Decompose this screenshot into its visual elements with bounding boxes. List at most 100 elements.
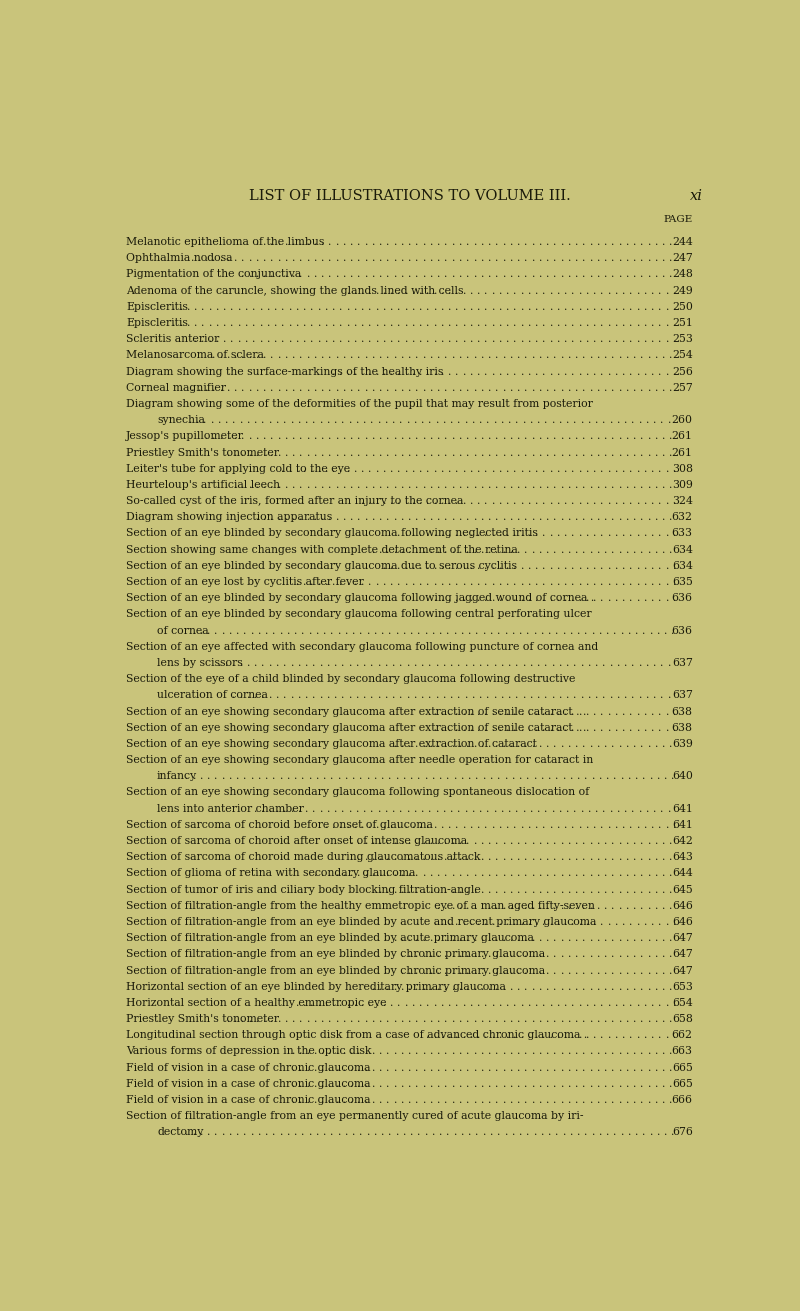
Text: .: . bbox=[226, 658, 229, 669]
Text: .: . bbox=[292, 1046, 295, 1057]
Text: .: . bbox=[614, 1127, 617, 1138]
Text: .: . bbox=[658, 334, 662, 345]
Text: .: . bbox=[597, 1015, 600, 1024]
Text: .: . bbox=[535, 286, 538, 296]
Text: .: . bbox=[408, 1063, 411, 1072]
Text: .: . bbox=[517, 1079, 521, 1089]
Text: .: . bbox=[640, 1095, 644, 1105]
Text: .: . bbox=[415, 982, 419, 991]
Text: .: . bbox=[332, 302, 335, 312]
Text: .: . bbox=[386, 1095, 390, 1105]
Text: .: . bbox=[651, 722, 654, 733]
Text: .: . bbox=[477, 367, 481, 376]
Text: .: . bbox=[408, 868, 411, 878]
Text: .: . bbox=[488, 431, 491, 442]
Text: .: . bbox=[562, 771, 566, 781]
Text: .: . bbox=[528, 722, 531, 733]
Text: lens by scissors: lens by scissors bbox=[157, 658, 242, 669]
Text: .: . bbox=[611, 1015, 614, 1024]
Text: .: . bbox=[329, 480, 332, 490]
Text: .: . bbox=[216, 319, 219, 328]
Text: .: . bbox=[452, 544, 455, 555]
Text: .: . bbox=[597, 383, 600, 393]
Text: .: . bbox=[422, 447, 426, 458]
Text: .: . bbox=[561, 431, 564, 442]
Text: .: . bbox=[434, 561, 437, 570]
Text: .: . bbox=[593, 528, 597, 539]
Text: .: . bbox=[578, 819, 582, 830]
Text: .: . bbox=[633, 982, 637, 991]
Text: Section of an eye showing secondary glaucoma following spontaneous dislocation o: Section of an eye showing secondary glau… bbox=[126, 788, 590, 797]
Text: .: . bbox=[626, 1079, 630, 1089]
Text: .: . bbox=[604, 1015, 607, 1024]
Text: .: . bbox=[372, 431, 375, 442]
Text: .: . bbox=[606, 771, 610, 781]
Text: .: . bbox=[630, 1030, 633, 1041]
Text: .: . bbox=[343, 270, 346, 279]
Text: .: . bbox=[343, 253, 346, 264]
Text: .: . bbox=[358, 253, 361, 264]
Text: .: . bbox=[346, 319, 350, 328]
Text: .: . bbox=[593, 464, 597, 473]
Text: .: . bbox=[608, 819, 611, 830]
Text: .: . bbox=[517, 431, 521, 442]
Text: .: . bbox=[329, 270, 332, 279]
Text: .: . bbox=[415, 933, 419, 943]
Text: .: . bbox=[398, 819, 401, 830]
Text: .: . bbox=[445, 447, 448, 458]
Text: .: . bbox=[517, 270, 521, 279]
Text: .: . bbox=[278, 253, 281, 264]
Text: .: . bbox=[568, 544, 571, 555]
Text: .: . bbox=[501, 416, 504, 425]
Text: .: . bbox=[252, 302, 256, 312]
Text: .: . bbox=[506, 916, 510, 927]
Text: .: . bbox=[546, 885, 550, 894]
Text: .: . bbox=[593, 998, 597, 1008]
Text: .: . bbox=[339, 334, 342, 345]
Text: .: . bbox=[542, 577, 546, 587]
Text: .: . bbox=[538, 966, 542, 975]
Text: .: . bbox=[626, 237, 630, 246]
Text: .: . bbox=[673, 496, 676, 506]
Text: .: . bbox=[561, 1079, 564, 1089]
Text: .: . bbox=[635, 1127, 638, 1138]
Text: .: . bbox=[296, 577, 299, 587]
Text: .: . bbox=[448, 707, 451, 717]
Text: .: . bbox=[303, 319, 306, 328]
Text: .: . bbox=[650, 625, 653, 636]
Text: .: . bbox=[595, 804, 598, 814]
Text: .: . bbox=[316, 1127, 319, 1138]
Text: .: . bbox=[595, 416, 598, 425]
Text: .: . bbox=[194, 319, 198, 328]
Text: .: . bbox=[604, 1095, 607, 1105]
Text: .: . bbox=[477, 998, 481, 1008]
Text: .: . bbox=[502, 480, 506, 490]
Text: .: . bbox=[499, 302, 502, 312]
Text: .: . bbox=[599, 771, 602, 781]
Text: .: . bbox=[581, 416, 584, 425]
Text: .: . bbox=[278, 513, 281, 522]
Text: .: . bbox=[662, 933, 666, 943]
Text: .: . bbox=[187, 319, 190, 328]
Text: .: . bbox=[354, 998, 357, 1008]
Text: .: . bbox=[234, 431, 238, 442]
Text: .: . bbox=[422, 513, 426, 522]
Text: .: . bbox=[222, 625, 225, 636]
Text: .: . bbox=[252, 319, 256, 328]
Text: .: . bbox=[535, 1030, 538, 1041]
Text: .: . bbox=[394, 447, 397, 458]
Text: .: . bbox=[482, 771, 486, 781]
Text: .: . bbox=[358, 1046, 361, 1057]
Text: .: . bbox=[611, 383, 614, 393]
Text: .: . bbox=[254, 416, 258, 425]
Text: .: . bbox=[528, 319, 531, 328]
Text: .: . bbox=[430, 836, 434, 846]
Text: .: . bbox=[644, 577, 647, 587]
Text: .: . bbox=[372, 868, 375, 878]
Text: .: . bbox=[298, 658, 301, 669]
Text: .: . bbox=[243, 1127, 246, 1138]
Text: .: . bbox=[365, 1046, 368, 1057]
Text: .: . bbox=[655, 253, 658, 264]
Text: .: . bbox=[394, 270, 397, 279]
Text: .: . bbox=[554, 1079, 557, 1089]
